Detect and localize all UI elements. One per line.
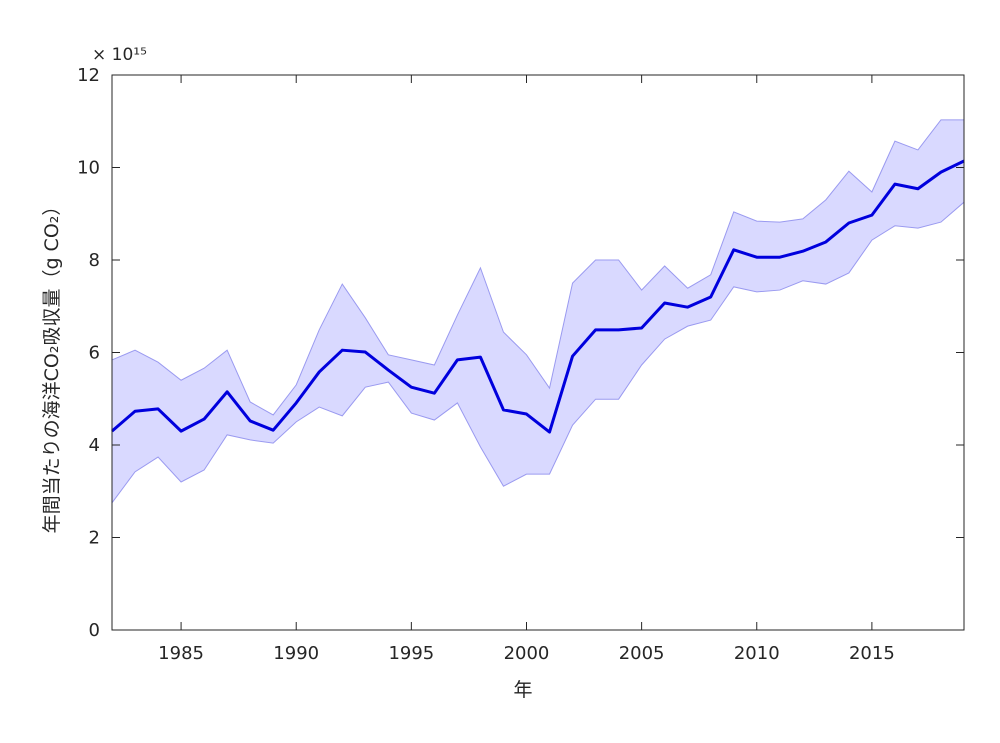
x-tick-label: 1995 — [388, 643, 434, 664]
x-tick-label: 2005 — [619, 643, 665, 664]
x-tick-label: 1985 — [158, 643, 204, 664]
x-tick-label: 1990 — [273, 643, 319, 664]
upper-bound-line — [111, 119, 964, 416]
axes-box — [111, 74, 965, 631]
y-tick-label: 0 — [89, 620, 100, 641]
y-tick-label: 4 — [89, 435, 100, 456]
x-axis-label: 年 — [513, 679, 532, 701]
y-axis-label: 年間当たりの海洋CO₂吸収量（g CO₂） — [41, 197, 63, 534]
plot-area: 1985 1990 1995 2000 2005 2010 2015 0 2 4 6 8 10 12 — [77, 65, 965, 664]
mean-line — [111, 159, 965, 434]
x-tick-label: 2000 — [504, 643, 550, 664]
y-tick-label: 6 — [89, 343, 100, 364]
x-tick-label: 2015 — [849, 643, 895, 664]
y-tick-label: 10 — [77, 158, 100, 179]
x-tick-label: 2010 — [734, 643, 780, 664]
y-tick-label: 2 — [89, 528, 100, 549]
y-tick-label: 12 — [77, 65, 100, 86]
lower-bound-line — [111, 201, 965, 504]
confidence-band — [112, 119, 964, 503]
y-exponent-label: × 10¹⁵ — [92, 45, 147, 65]
y-tick-label: 8 — [89, 250, 100, 271]
